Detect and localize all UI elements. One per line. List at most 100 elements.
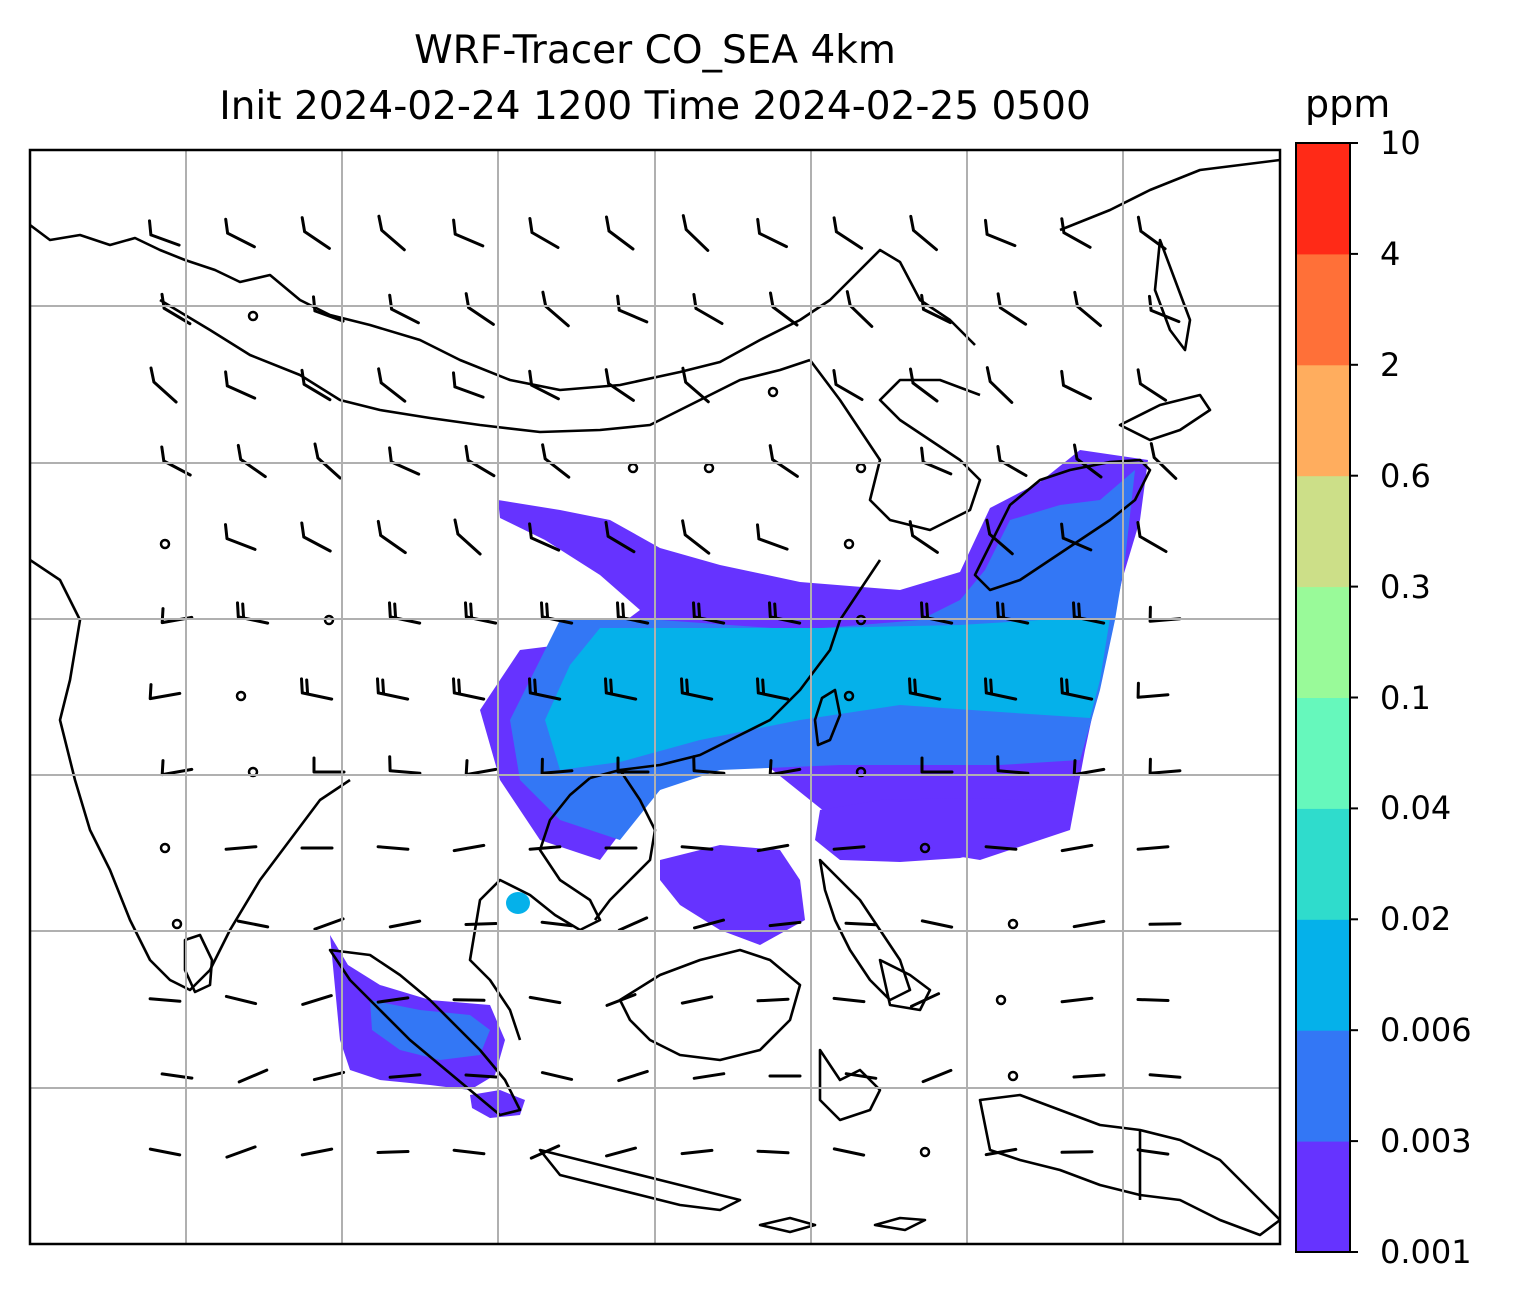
wind-barb	[313, 442, 342, 480]
wind-barb	[300, 368, 332, 402]
calm-wind-marker	[767, 386, 779, 398]
wind-barb	[376, 1150, 410, 1154]
wind-barb	[388, 293, 420, 325]
wind-barb	[236, 443, 267, 479]
wind-barb	[464, 292, 495, 326]
coast-philippines	[818, 858, 912, 1002]
wind-barb	[680, 845, 714, 851]
wind-barb	[681, 366, 710, 404]
wind-barb	[832, 1147, 866, 1157]
wind-barb	[149, 366, 178, 404]
wind-barb	[832, 845, 866, 851]
calm-wind-marker	[919, 842, 931, 854]
wind-barb	[312, 756, 346, 774]
wind-barb	[1148, 1073, 1182, 1079]
wind-barb	[300, 521, 332, 553]
wind-barb	[224, 217, 256, 249]
coast-hokkaido	[1118, 393, 1212, 442]
wind-barb	[844, 1072, 878, 1080]
wind-barb	[768, 920, 802, 928]
wind-barb	[312, 295, 345, 323]
wind-barb	[312, 1070, 346, 1082]
wind-barb	[160, 1072, 194, 1080]
wind-barb	[920, 919, 954, 929]
wind-barb	[1148, 922, 1182, 926]
coast-srilanka	[183, 933, 214, 994]
calm-wind-marker	[703, 462, 715, 474]
wind-barb	[528, 522, 561, 552]
calm-wind-marker	[919, 1146, 931, 1158]
wind-barb	[224, 845, 258, 851]
wind-barb	[1072, 1073, 1106, 1079]
wind-barb	[769, 291, 799, 327]
tracer-plumes	[330, 450, 1148, 1118]
wind-barb	[224, 523, 257, 551]
map-title-line1: WRF-Tracer CO_SEA 4km	[414, 28, 896, 73]
wind-barb	[756, 1149, 790, 1155]
wind-barb	[681, 519, 711, 555]
wind-barb	[984, 218, 1017, 248]
coast-sulawesi	[818, 1048, 882, 1122]
coast-china-southeast	[589, 559, 882, 780]
wind-barb	[692, 755, 726, 775]
plume-spot	[506, 892, 530, 914]
wind-barb	[756, 997, 790, 1003]
wind-barb	[301, 994, 333, 1006]
coast-timor	[758, 1216, 817, 1234]
wind-barb	[376, 677, 410, 701]
wind-barb	[920, 446, 953, 476]
wind-barb	[377, 367, 407, 403]
wind-barb	[452, 843, 486, 853]
wind-barb	[1060, 843, 1094, 853]
calm-wind-marker	[1007, 1070, 1019, 1082]
wind-barb	[1136, 681, 1170, 699]
wind-barb	[984, 1147, 1018, 1157]
wind-barb	[909, 992, 941, 1008]
wind-barb	[528, 677, 562, 701]
calm-wind-marker	[843, 690, 855, 702]
wind-barb	[605, 215, 635, 251]
wind-barb	[388, 1073, 422, 1079]
wind-barb	[540, 757, 574, 775]
colorbar-unit: ppm	[1305, 82, 1391, 126]
wind-barb	[1136, 998, 1170, 1002]
colorbar-tick-label: 0.003	[1380, 1122, 1472, 1161]
wind-barb	[604, 520, 636, 554]
wind-barb	[756, 217, 788, 249]
coast-russia-east	[1059, 158, 1280, 232]
colorbar-segment	[1296, 475, 1350, 588]
map-area	[30, 158, 1280, 1237]
wind-barb	[148, 1147, 182, 1157]
wind-barb	[756, 843, 790, 853]
wind-barb	[1060, 677, 1094, 701]
wind-barb	[692, 1072, 726, 1080]
wind-barb	[148, 219, 181, 247]
wind-barb	[376, 996, 410, 1004]
wind-barb	[756, 677, 790, 701]
wind-barb	[224, 994, 258, 1006]
wind-barb	[388, 919, 422, 929]
wind-barb	[616, 756, 650, 774]
plume-philippine-sea	[815, 798, 1072, 862]
colorbar-segment	[1296, 143, 1350, 255]
wind-barb	[680, 1148, 714, 1156]
wind-barb	[768, 444, 799, 478]
wind-barb	[920, 293, 952, 325]
colorbar-tick-label: 0.001	[1380, 1233, 1472, 1271]
wind-barb	[984, 845, 1018, 851]
wind-barb	[909, 367, 939, 403]
colorbar-tick-label: 0.04	[1380, 789, 1452, 828]
wind-barb	[1073, 290, 1102, 328]
wind-barb	[756, 523, 789, 551]
colorbar-tick-label: 2	[1380, 345, 1401, 384]
colorbar-tick-label: 0.3	[1380, 567, 1431, 606]
wind-barb	[453, 518, 482, 556]
coast-sakhalin	[1153, 238, 1192, 352]
wind-barb	[832, 369, 864, 401]
wind-barb	[541, 290, 570, 328]
wind-barb	[692, 293, 724, 325]
colorbar-segment	[1296, 808, 1350, 920]
colorbar-segment	[1296, 253, 1350, 366]
wind-barb	[984, 677, 1018, 701]
